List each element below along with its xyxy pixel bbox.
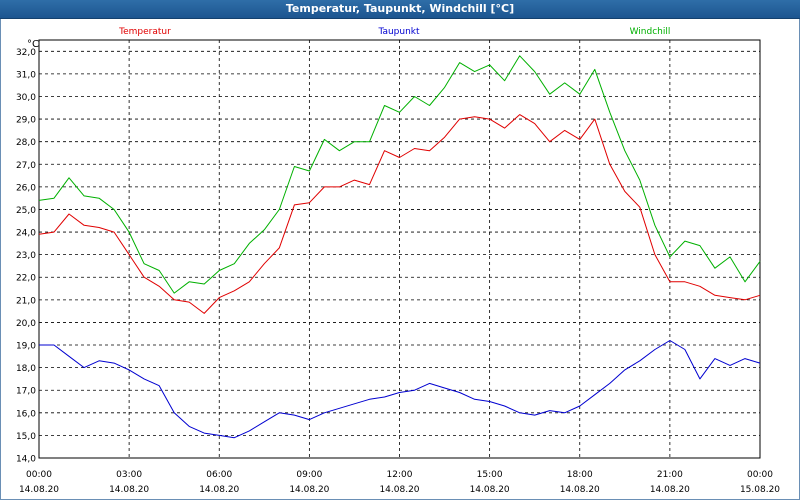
- x-tick-time: 15:00: [477, 470, 503, 480]
- y-tick-label: 25,0: [16, 206, 36, 216]
- x-tick-date: 14.08.20: [19, 485, 59, 495]
- x-tick-time: 09:00: [296, 470, 322, 480]
- x-tick-date: 14.08.20: [560, 485, 600, 495]
- y-tick-label: 26,0: [16, 183, 36, 193]
- window-title: Temperatur, Taupunkt, Windchill [°C]: [0, 0, 800, 19]
- x-tick-date: 14.08.20: [650, 485, 690, 495]
- y-tick-label: 32,0: [16, 48, 36, 58]
- x-tick-time: 00:00: [747, 470, 773, 480]
- grid-lines: [39, 40, 760, 459]
- y-tick-label: 22,0: [16, 274, 36, 284]
- x-tick-time: 03:00: [116, 470, 142, 480]
- x-tick-date: 14.08.20: [379, 485, 419, 495]
- x-axis: 00:00 14.08.20 03:00 14.08.20 06:00 14.08.20 0…: [19, 470, 780, 495]
- series-line-taupunkt: [39, 340, 761, 439]
- y-tick-label: 30,0: [16, 93, 36, 103]
- series-line-windchill: [38, 55, 761, 294]
- y-axis: 14,0 15,0 16,0 17,0 18,0 19,0 20,0 21,0 22,0 23,0…: [16, 48, 36, 465]
- x-tick-date: 14.08.20: [199, 485, 239, 495]
- y-tick-label: 17,0: [16, 387, 36, 397]
- y-tick-label: 24,0: [16, 229, 36, 239]
- y-tick-label: 15,0: [16, 432, 36, 442]
- x-tick-date: 15.08.20: [740, 485, 780, 495]
- x-tick-date: 14.08.20: [109, 485, 149, 495]
- legend: Temperatur Taupunkt Windchill: [118, 27, 670, 37]
- y-tick-label: 28,0: [16, 138, 36, 148]
- legend-entry-windchill: Windchill: [630, 27, 671, 37]
- legend-entry-temperatur: Temperatur: [118, 27, 171, 37]
- y-tick-label: 19,0: [16, 342, 36, 352]
- x-tick-time: 18:00: [567, 470, 593, 480]
- y-tick-label: 29,0: [16, 116, 36, 126]
- y-axis-label: °C: [27, 39, 39, 50]
- x-tick-time: 12:00: [387, 470, 413, 480]
- y-tick-label: 23,0: [16, 251, 36, 261]
- legend-entry-taupunkt: Taupunkt: [377, 27, 420, 37]
- x-tick-date: 14.08.20: [470, 485, 510, 495]
- y-tick-label: 21,0: [16, 296, 36, 306]
- x-tick-time: 06:00: [206, 470, 232, 480]
- series-line-temperatur: [38, 114, 761, 314]
- x-tick-time: 21:00: [657, 470, 683, 480]
- y-tick-label: 18,0: [16, 364, 36, 374]
- y-tick-label: 14,0: [16, 455, 36, 465]
- x-tick-date: 14.08.20: [289, 485, 329, 495]
- plot-area-border: [38, 39, 761, 459]
- x-tick-time: 00:00: [26, 470, 52, 480]
- y-tick-label: 16,0: [16, 409, 36, 419]
- y-tick-label: 27,0: [16, 161, 36, 171]
- y-tick-label: 20,0: [16, 319, 36, 329]
- y-tick-label: 31,0: [16, 70, 36, 80]
- series-lines: [38, 55, 761, 439]
